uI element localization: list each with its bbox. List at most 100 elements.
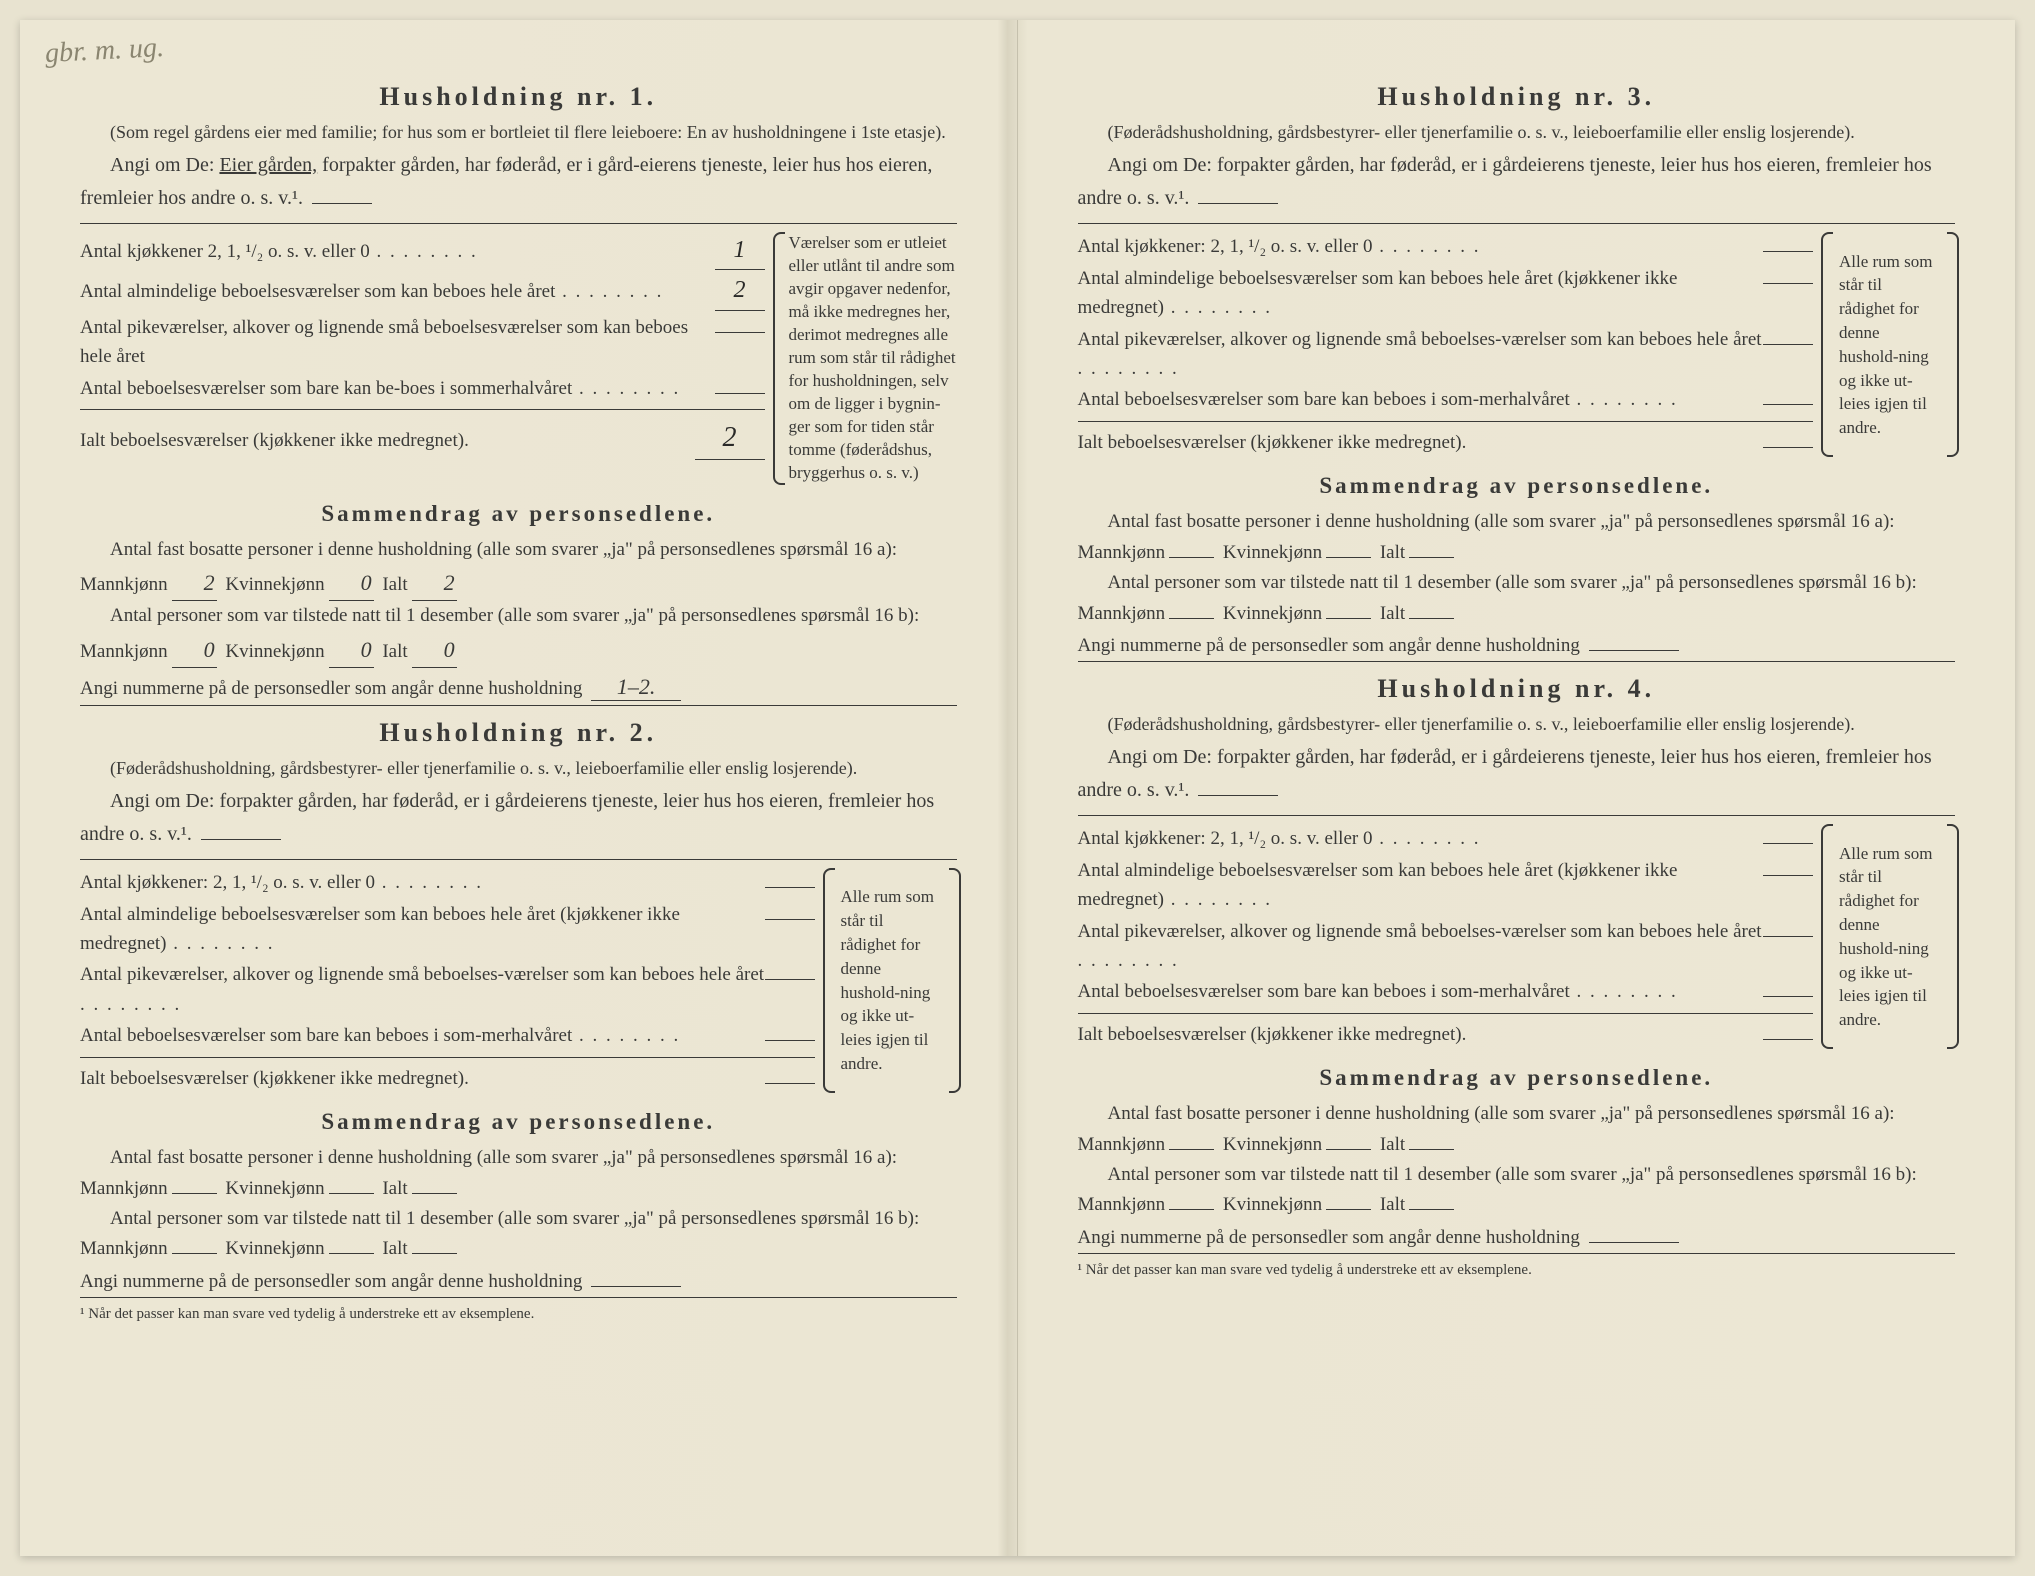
value-mannkjonn-a[interactable] — [172, 1193, 217, 1194]
angi-line: Angi nummerne på de personsedler som ang… — [1078, 1227, 1956, 1254]
angi-line: Angi nummerne på de personsedler som ang… — [80, 1271, 957, 1298]
value-almindelige[interactable]: 2 — [715, 272, 765, 310]
angi-text: Angi nummerne på de personsedler som ang… — [1078, 635, 1580, 656]
instruction-prefix: Angi om De: — [110, 790, 214, 812]
row-sommer: Antal beboelsesværelser som bare kan beb… — [1078, 977, 1814, 1006]
label-mannkjonn: Mannkjønn — [80, 574, 168, 595]
row-pikevaerelser: Antal pikeværelser, alkover og lignende … — [1078, 325, 1814, 384]
row-ialt: Ialt beboelsesværelser (kjøkkener ikke m… — [1078, 1013, 1814, 1049]
angi-value[interactable] — [1589, 650, 1679, 651]
value-mannkjonn-a[interactable] — [1169, 557, 1214, 558]
value-kvinnekjonn-a[interactable] — [1326, 557, 1371, 558]
value-pikevaerelser[interactable] — [1763, 344, 1813, 345]
label-mannkjonn: Mannkjønn — [80, 641, 168, 662]
value-kjokkener[interactable] — [1763, 251, 1813, 252]
label-kvinnekjonn: Kvinnekjønn — [1223, 542, 1322, 563]
instruction-prefix: Angi om De: — [110, 154, 214, 176]
label-kvinnekjonn: Kvinnekjønn — [1223, 603, 1322, 624]
summary-title: Sammendrag av personsedlene. — [1078, 1065, 1956, 1091]
household-1: Husholdning nr. 1. (Som regel gårdens ei… — [80, 82, 957, 706]
value-mannkjonn-a[interactable] — [1169, 1149, 1214, 1150]
value-kvinnekjonn-a[interactable] — [1326, 1149, 1371, 1150]
value-kjokkener[interactable] — [765, 887, 815, 888]
label-ialt: Ialt — [1380, 542, 1405, 563]
value-mannkjonn-b[interactable]: 0 — [172, 632, 217, 668]
label-sommer: Antal beboelsesværelser som bare kan beb… — [1078, 977, 1764, 1006]
value-ialt[interactable]: 2 — [695, 416, 765, 460]
form-section: Antal kjøkkener: 2, 1, ¹/₂ o. s. v. elle… — [1078, 223, 1956, 457]
instruction-blank[interactable] — [312, 180, 372, 204]
value-pikevaerelser[interactable] — [715, 332, 765, 333]
household-title: Husholdning nr. 3. — [1078, 82, 1956, 112]
form-fields: Antal kjøkkener: 2, 1, ¹/₂ o. s. v. elle… — [1078, 232, 1814, 457]
value-ialt-a[interactable] — [1409, 557, 1454, 558]
summary-title: Sammendrag av personsedlene. — [1078, 473, 1956, 499]
row-pikevaerelser: Antal pikeværelser, alkover og lignende … — [80, 960, 815, 1019]
row-almindelige: Antal almindelige beboelsesværelser som … — [1078, 264, 1814, 323]
row-kjokkener: Antal kjøkkener: 2, 1, ¹/₂ o. s. v. elle… — [80, 868, 815, 897]
tilstede-text: Antal personer som var tilstede natt til… — [1108, 572, 1917, 593]
value-kvinnekjonn-b[interactable] — [1326, 1209, 1371, 1210]
value-mannkjonn-b[interactable] — [172, 1253, 217, 1254]
label-ialt: Ialt — [382, 1178, 407, 1199]
value-ialt[interactable] — [1763, 447, 1813, 448]
household-2: Husholdning nr. 2. (Føderådshusholdning,… — [80, 718, 957, 1323]
instruction-blank[interactable] — [1198, 772, 1278, 796]
value-pikevaerelser[interactable] — [1763, 936, 1813, 937]
angi-text: Angi nummerne på de personsedler som ang… — [80, 1271, 582, 1292]
label-mannkjonn: Mannkjønn — [1078, 1194, 1166, 1215]
value-ialt-a[interactable]: 2 — [412, 565, 457, 601]
instruction-line: Angi om De: Eier gården, forpakter gårde… — [80, 150, 957, 213]
angi-value[interactable] — [1589, 1242, 1679, 1243]
value-pikevaerelser[interactable] — [765, 979, 815, 980]
label-ialt: Ialt beboelsesværelser (kjøkkener ikke m… — [1078, 1020, 1764, 1049]
value-almindelige[interactable] — [1763, 875, 1813, 876]
brace-left-icon — [823, 868, 835, 1093]
label-kjokkener: Antal kjøkkener: 2, 1, ¹/₂ o. s. v. elle… — [1078, 824, 1764, 853]
instruction-prefix: Angi om De: — [1108, 154, 1212, 176]
value-ialt-b[interactable] — [412, 1253, 457, 1254]
row-kjokkener: Antal kjøkkener: 2, 1, ¹/₂ o. s. v. elle… — [1078, 824, 1814, 853]
row-sommer: Antal beboelsesværelser som bare kan be-… — [80, 374, 765, 403]
sidebar-text: Alle rum som står til rådighet for denne… — [841, 885, 943, 1075]
label-sommer: Antal beboelsesværelser som bare kan be-… — [80, 374, 715, 403]
value-kvinnekjonn-b[interactable]: 0 — [329, 632, 374, 668]
value-ialt-b[interactable] — [1409, 1209, 1454, 1210]
value-ialt-b[interactable] — [1409, 618, 1454, 619]
row-almindelige: Antal almindelige beboelsesværelser som … — [80, 900, 815, 959]
tilstede-text: Antal personer som var tilstede natt til… — [1108, 1164, 1917, 1185]
instruction-blank[interactable] — [201, 816, 281, 840]
value-almindelige[interactable] — [1763, 283, 1813, 284]
value-almindelige[interactable] — [765, 919, 815, 920]
value-mannkjonn-b[interactable] — [1169, 618, 1214, 619]
value-sommer[interactable] — [715, 393, 765, 394]
value-kjokkener[interactable]: 1 — [715, 232, 765, 270]
angi-value[interactable] — [591, 1286, 681, 1287]
value-kvinnekjonn-a[interactable] — [329, 1193, 374, 1194]
value-ialt-a[interactable] — [412, 1193, 457, 1194]
value-kvinnekjonn-a[interactable]: 0 — [329, 565, 374, 601]
value-kjokkener[interactable] — [1763, 843, 1813, 844]
label-pikevaerelser: Antal pikeværelser, alkover og lignende … — [1078, 917, 1764, 976]
value-sommer[interactable] — [765, 1040, 815, 1041]
label-mannkjonn: Mannkjønn — [1078, 542, 1166, 563]
instruction-blank[interactable] — [1198, 180, 1278, 204]
value-kvinnekjonn-b[interactable] — [1326, 618, 1371, 619]
form-fields: Antal kjøkkener 2, 1, ¹/₂ o. s. v. eller… — [80, 232, 765, 484]
value-ialt-b[interactable]: 0 — [412, 632, 457, 668]
value-sommer[interactable] — [1763, 996, 1813, 997]
value-ialt[interactable] — [765, 1083, 815, 1084]
label-kvinnekjonn: Kvinnekjønn — [225, 574, 324, 595]
form-fields: Antal kjøkkener: 2, 1, ¹/₂ o. s. v. elle… — [1078, 824, 1814, 1049]
label-ialt: Ialt — [382, 641, 407, 662]
angi-value[interactable]: 1–2. — [591, 674, 681, 701]
value-mannkjonn-a[interactable]: 2 — [172, 565, 217, 601]
summary-b: Antal personer som var tilstede natt til… — [1078, 1160, 1956, 1221]
value-ialt-a[interactable] — [1409, 1149, 1454, 1150]
value-kvinnekjonn-b[interactable] — [329, 1253, 374, 1254]
value-ialt[interactable] — [1763, 1039, 1813, 1040]
label-sommer: Antal beboelsesværelser som bare kan beb… — [80, 1021, 765, 1050]
value-sommer[interactable] — [1763, 404, 1813, 405]
value-mannkjonn-b[interactable] — [1169, 1209, 1214, 1210]
brace-right-icon — [949, 868, 961, 1093]
